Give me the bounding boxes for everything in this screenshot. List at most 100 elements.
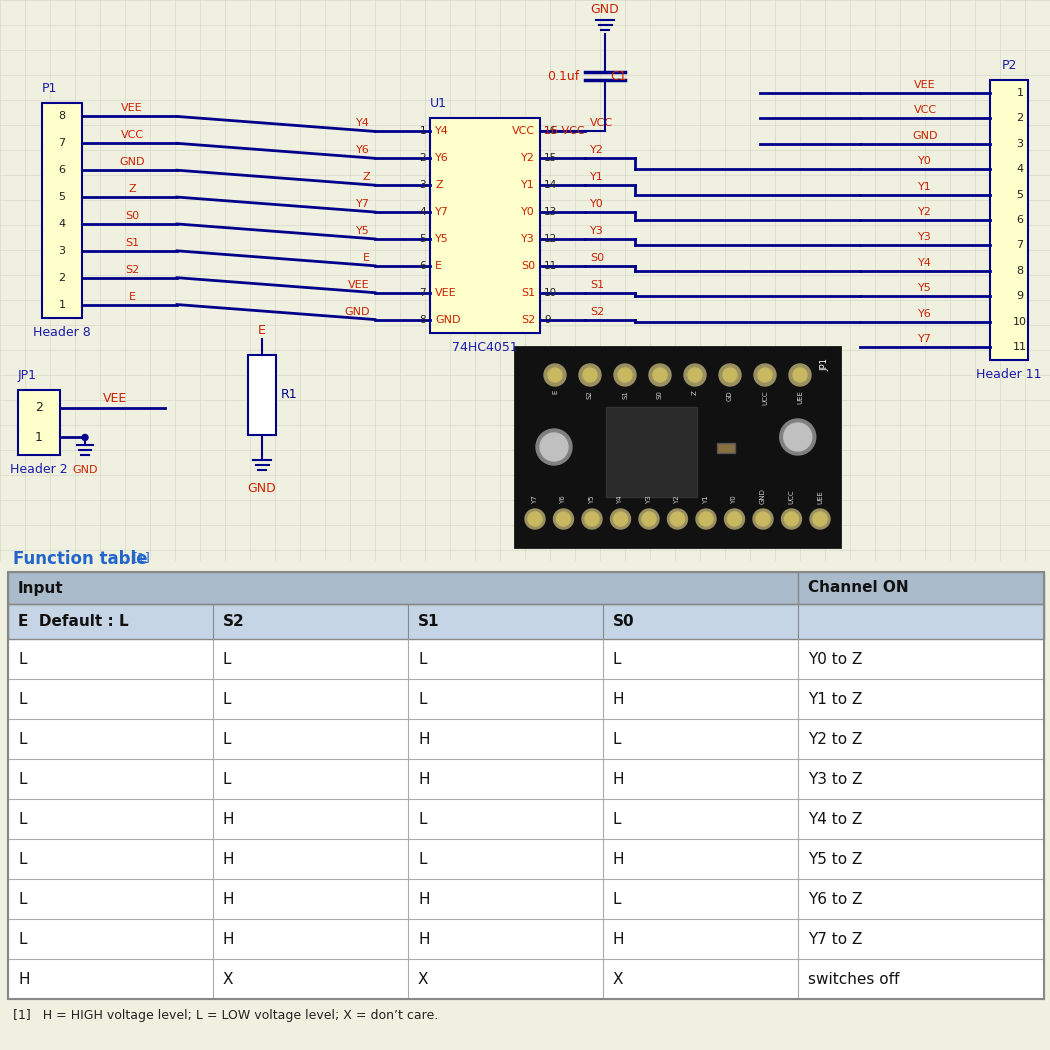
Text: [1]: [1] [133,551,151,564]
Text: P1: P1 [42,82,58,94]
Circle shape [548,368,562,382]
Text: H: H [613,931,625,946]
Text: H: H [223,931,234,946]
Circle shape [639,509,659,529]
Text: 9: 9 [544,315,550,324]
Text: Y2: Y2 [674,496,680,504]
Text: S0: S0 [125,211,139,220]
Text: Y4: Y4 [918,258,932,268]
Text: R1: R1 [281,388,297,401]
Bar [8,604,1044,639]
Text: Header 11: Header 11 [976,368,1042,381]
Text: GND: GND [435,315,461,324]
Text: Y6: Y6 [435,153,448,164]
Circle shape [781,509,801,529]
Text: Input: Input [18,581,64,595]
Circle shape [719,364,741,386]
Bar [8,639,1044,679]
Text: L: L [418,692,426,707]
Text: 1: 1 [1016,88,1024,98]
Text: S2: S2 [590,307,604,316]
Text: Y1: Y1 [918,182,932,191]
Text: VEE: VEE [103,392,127,404]
Circle shape [668,509,688,529]
Bar [8,759,1044,799]
Circle shape [525,509,545,529]
Text: 3: 3 [419,181,426,190]
Circle shape [556,512,570,526]
Text: Y1: Y1 [590,172,604,183]
Text: 4: 4 [1016,164,1024,174]
Text: 1: 1 [35,430,43,444]
Text: L: L [18,732,26,747]
Bar [8,679,1044,719]
Text: 2: 2 [419,153,426,164]
Circle shape [789,364,811,386]
Text: L: L [18,931,26,946]
Text: GND: GND [760,488,766,504]
Text: Y7: Y7 [435,207,449,217]
Bar [8,572,1044,604]
Text: 8: 8 [419,315,426,324]
Text: Header 2: Header 2 [10,463,68,476]
Bar [8,879,1044,919]
Circle shape [671,512,685,526]
Text: 12: 12 [544,234,558,244]
Circle shape [579,364,601,386]
Text: L: L [613,812,622,826]
Text: JP1: JP1 [820,358,830,372]
Bar [8,839,1044,879]
Circle shape [618,368,632,382]
Text: 6: 6 [1016,215,1024,225]
Circle shape [723,368,737,382]
Text: L: L [223,772,231,786]
Text: Channel ON: Channel ON [808,581,908,595]
Text: Y0: Y0 [521,207,536,217]
Text: 16: 16 [544,126,558,136]
Circle shape [540,433,568,461]
Text: Y5: Y5 [918,284,932,293]
Text: H: H [223,812,234,826]
Text: 7: 7 [419,288,426,298]
Bar [8,719,1044,759]
Text: S0: S0 [590,253,604,262]
Text: L: L [613,891,622,906]
Bar [8,959,1044,999]
Text: UEE: UEE [797,390,803,404]
Text: H: H [418,931,429,946]
Text: Y7: Y7 [532,496,538,504]
Text: H: H [418,772,429,786]
Text: S1: S1 [125,237,139,248]
Text: Y0: Y0 [918,156,932,166]
Text: 4: 4 [59,219,65,229]
Text: GND: GND [590,3,619,16]
Text: Y3 to Z: Y3 to Z [808,772,862,786]
Bar [8,919,1044,959]
Text: Y2: Y2 [521,153,536,164]
Text: GD: GD [727,390,733,401]
Circle shape [614,364,636,386]
Text: 5: 5 [59,192,65,202]
Circle shape [793,368,807,382]
Text: Y5: Y5 [435,234,448,244]
Text: VCC: VCC [590,119,613,128]
Circle shape [784,512,798,526]
Circle shape [724,509,744,529]
Text: 74HC4051: 74HC4051 [453,341,518,354]
Text: Function table: Function table [13,550,147,568]
Text: Y3: Y3 [646,496,652,504]
Text: 5: 5 [419,234,426,244]
Text: GND: GND [248,482,276,495]
Text: GND: GND [72,465,98,476]
Text: S1: S1 [521,288,536,298]
Bar [514,346,840,547]
Circle shape [613,512,628,526]
Text: 2: 2 [1016,113,1024,123]
Text: E: E [128,292,135,301]
Text: 10: 10 [544,288,558,298]
Text: GND: GND [912,130,938,141]
Circle shape [688,368,702,382]
Text: C1: C1 [610,69,627,83]
Text: H: H [18,971,29,987]
Text: 5: 5 [1016,190,1024,200]
